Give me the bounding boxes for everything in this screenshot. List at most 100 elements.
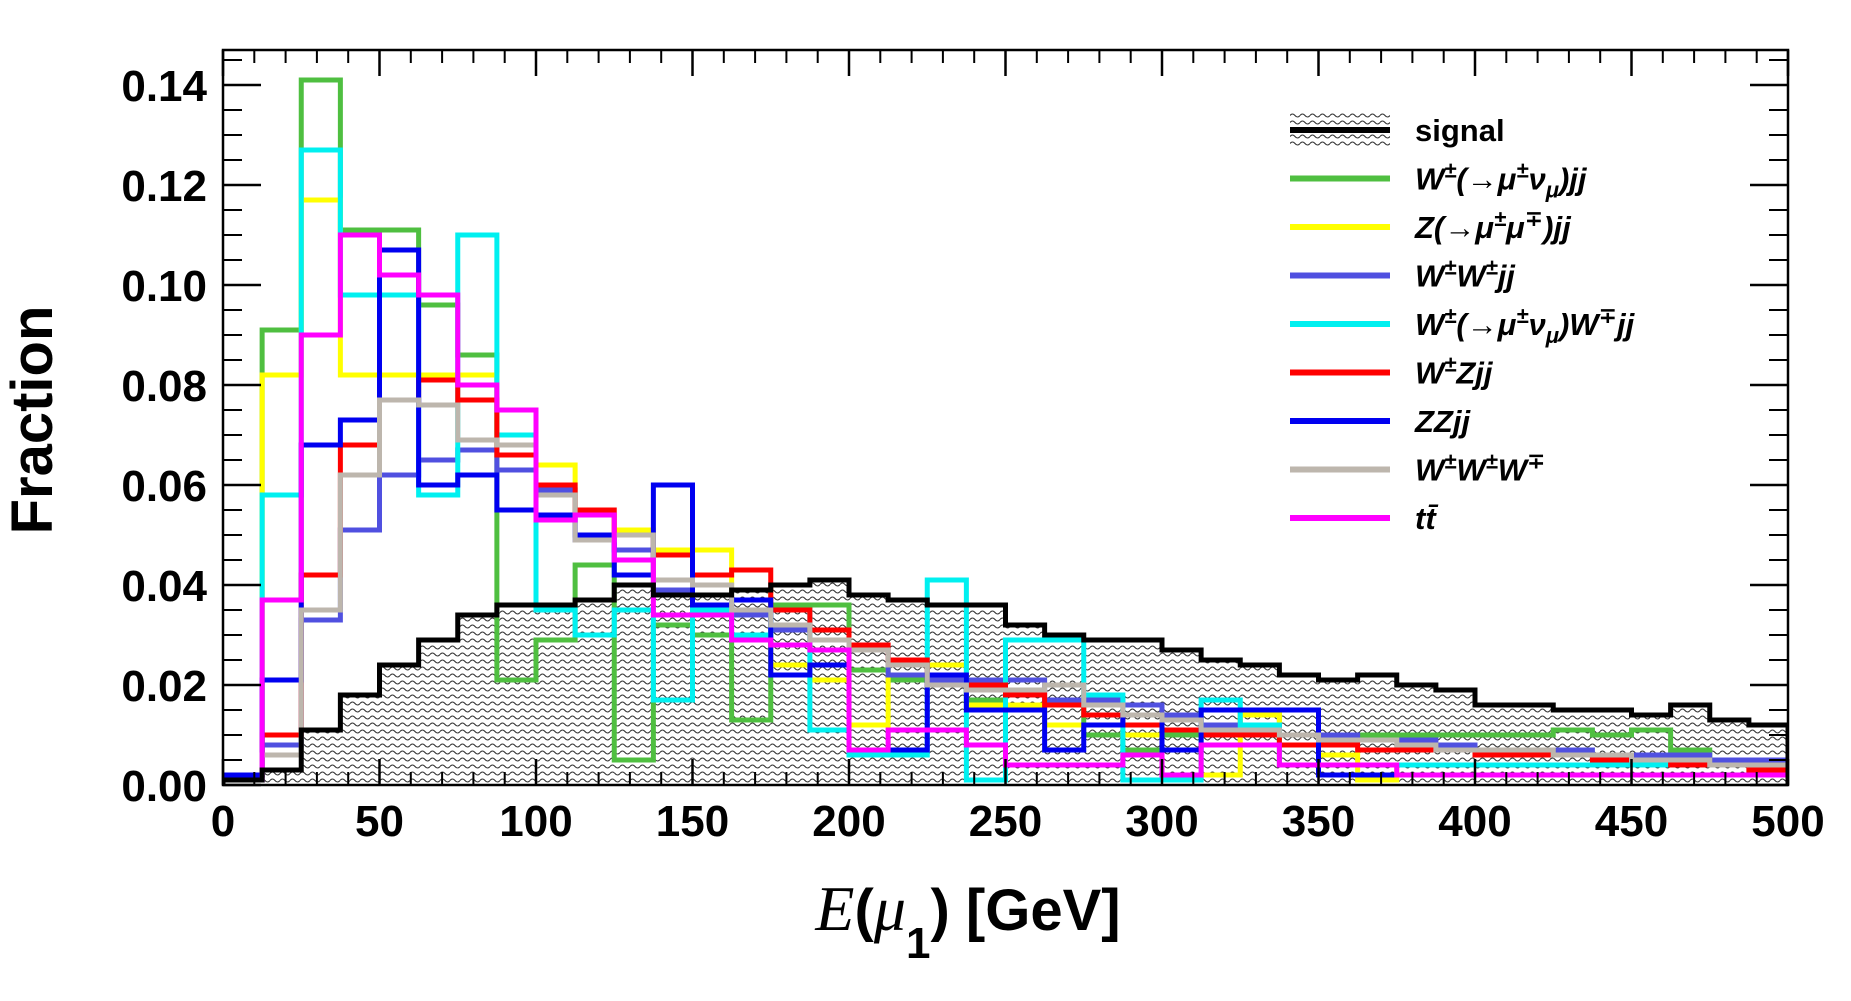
legend-entry-ww: W±W±jj <box>1290 255 1516 294</box>
legend-label-part: (→μ <box>1456 162 1516 197</box>
x-tick-label: 0 <box>211 797 235 846</box>
x-title-units: [GeV] <box>966 878 1121 943</box>
legend-label-part: ± <box>1444 449 1456 474</box>
y-tick-label: 0.08 <box>121 362 207 411</box>
legend-label: W±(→μ±νμ)jj <box>1415 158 1588 203</box>
signal-bin-fill <box>1670 705 1710 785</box>
signal-bin-fill <box>301 730 341 785</box>
y-tick-label: 0.04 <box>121 562 207 611</box>
x-axis-title: E(μ1) [GeV] <box>814 873 1120 968</box>
x-title-mu: μ <box>873 873 906 944</box>
signal-bin-fill <box>614 585 654 785</box>
legend-label-part: ∓ <box>1599 303 1617 328</box>
legend-label-part: ± <box>1494 206 1506 231</box>
legend-label-part: ZZjj <box>1414 404 1471 439</box>
legend-label: W±(→μ±νμ)W∓jj <box>1415 303 1636 348</box>
signal-bin-fill <box>966 605 1006 785</box>
y-tick-label: 0.14 <box>121 62 207 111</box>
legend-label-part: μ <box>1505 210 1525 245</box>
legend-label-part: μ <box>1545 178 1559 203</box>
x-tick-label: 300 <box>1125 797 1198 846</box>
legend-label-part: Zjj <box>1455 356 1494 391</box>
legend-entry-tt: tt̄ <box>1290 501 1439 536</box>
signal-bin-fill <box>731 590 771 785</box>
x-title-close: ) <box>930 878 949 943</box>
legend-label-part: W <box>1415 259 1447 294</box>
signal-bin-fill <box>418 640 458 785</box>
legend-entry-www: W±W±W∓ <box>1290 449 1545 488</box>
legend-label-part: jj <box>1494 259 1517 294</box>
y-tick-label: 0.00 <box>121 762 207 811</box>
legend-label: W±Zjj <box>1415 352 1494 391</box>
legend-entry-wz: W±Zjj <box>1290 352 1494 391</box>
legend-label-part: ± <box>1444 303 1456 328</box>
signal-bin-fill <box>536 605 576 785</box>
legend-label-part: ν <box>1528 307 1545 342</box>
signal-bin-fill <box>496 605 536 785</box>
y-tick-label: 0.12 <box>121 162 207 211</box>
legend-label-part: W <box>1498 453 1530 488</box>
signal-bin-fill <box>262 770 302 785</box>
x-title-e: E <box>814 873 854 944</box>
legend-label-part: )jj <box>1540 210 1572 245</box>
legend-label-part: )jj <box>1556 162 1588 197</box>
x-tick-label: 400 <box>1438 797 1511 846</box>
legend-label-part: Z(→μ <box>1414 210 1494 245</box>
legend-label: W±W±W∓ <box>1415 449 1545 488</box>
x-tick-label: 100 <box>499 797 572 846</box>
x-tick-label: 50 <box>355 797 404 846</box>
x-tick-label: 250 <box>969 797 1042 846</box>
legend-entry-signal: signal <box>1290 113 1505 148</box>
series-line-8 <box>223 232 1788 785</box>
legend-entry-zmumu: Z(→μ±μ∓)jj <box>1290 206 1572 245</box>
y-tick-label: 0.06 <box>121 462 207 511</box>
signal-bin-fill <box>1475 705 1515 785</box>
legend-label-part: ∓ <box>1527 449 1545 474</box>
legend-label-part: ν <box>1528 162 1545 197</box>
series-line-7 <box>223 397 1788 785</box>
signal-bin-fill <box>692 595 732 785</box>
y-axis-title: Fraction <box>0 306 65 535</box>
legend-label: W±W±jj <box>1415 255 1516 294</box>
legend-label-part: W <box>1415 453 1447 488</box>
signal-bin-fill <box>575 600 615 785</box>
legend-label-part: ∓ <box>1525 206 1543 231</box>
x-title-space <box>950 878 966 943</box>
y-tick-label: 0.10 <box>121 262 207 311</box>
legend-label: ZZjj <box>1414 404 1471 439</box>
legend-label-part: ± <box>1516 303 1528 328</box>
x-tick-label: 450 <box>1595 797 1668 846</box>
x-tick-label: 350 <box>1282 797 1355 846</box>
series-line-3 <box>223 447 1788 785</box>
signal-bin-fill <box>340 695 380 785</box>
legend-label-part: )W <box>1556 307 1601 342</box>
legend-label-part: μ <box>1545 323 1559 348</box>
signal-bin-fill <box>770 585 810 785</box>
legend-entry-zz: ZZjj <box>1290 404 1471 439</box>
x-tick-label: 500 <box>1751 797 1824 846</box>
legend-label-part: ± <box>1486 255 1498 280</box>
legend-entry-wwos: W±(→μ±νμ)W∓jj <box>1290 303 1636 348</box>
series-line-4 <box>223 147 1788 785</box>
signal-bin-fill <box>1514 705 1554 785</box>
y-tick-label: 0.02 <box>121 662 207 711</box>
legend-label-part: W <box>1456 259 1488 294</box>
legend-label-part: W <box>1415 162 1447 197</box>
legend-label-part: jj <box>1613 307 1636 342</box>
legend-label-part: signal <box>1415 113 1505 148</box>
legend-label-part: tt̄ <box>1415 501 1439 536</box>
legend-label-part: ± <box>1516 158 1528 183</box>
legend-label-part: W <box>1456 453 1488 488</box>
legend-label: tt̄ <box>1415 501 1439 536</box>
legend-label: signal <box>1415 113 1505 148</box>
signal-bin-fill <box>1357 675 1397 785</box>
x-tick-label: 150 <box>656 797 729 846</box>
x-title-sub: 1 <box>906 919 930 968</box>
signal-bin-fill <box>927 605 967 785</box>
signal-bin-fill <box>1279 675 1319 785</box>
legend-label: Z(→μ±μ∓)jj <box>1414 206 1572 245</box>
signal-bin-fill <box>1044 635 1084 785</box>
signal-bin-fill <box>379 665 419 785</box>
